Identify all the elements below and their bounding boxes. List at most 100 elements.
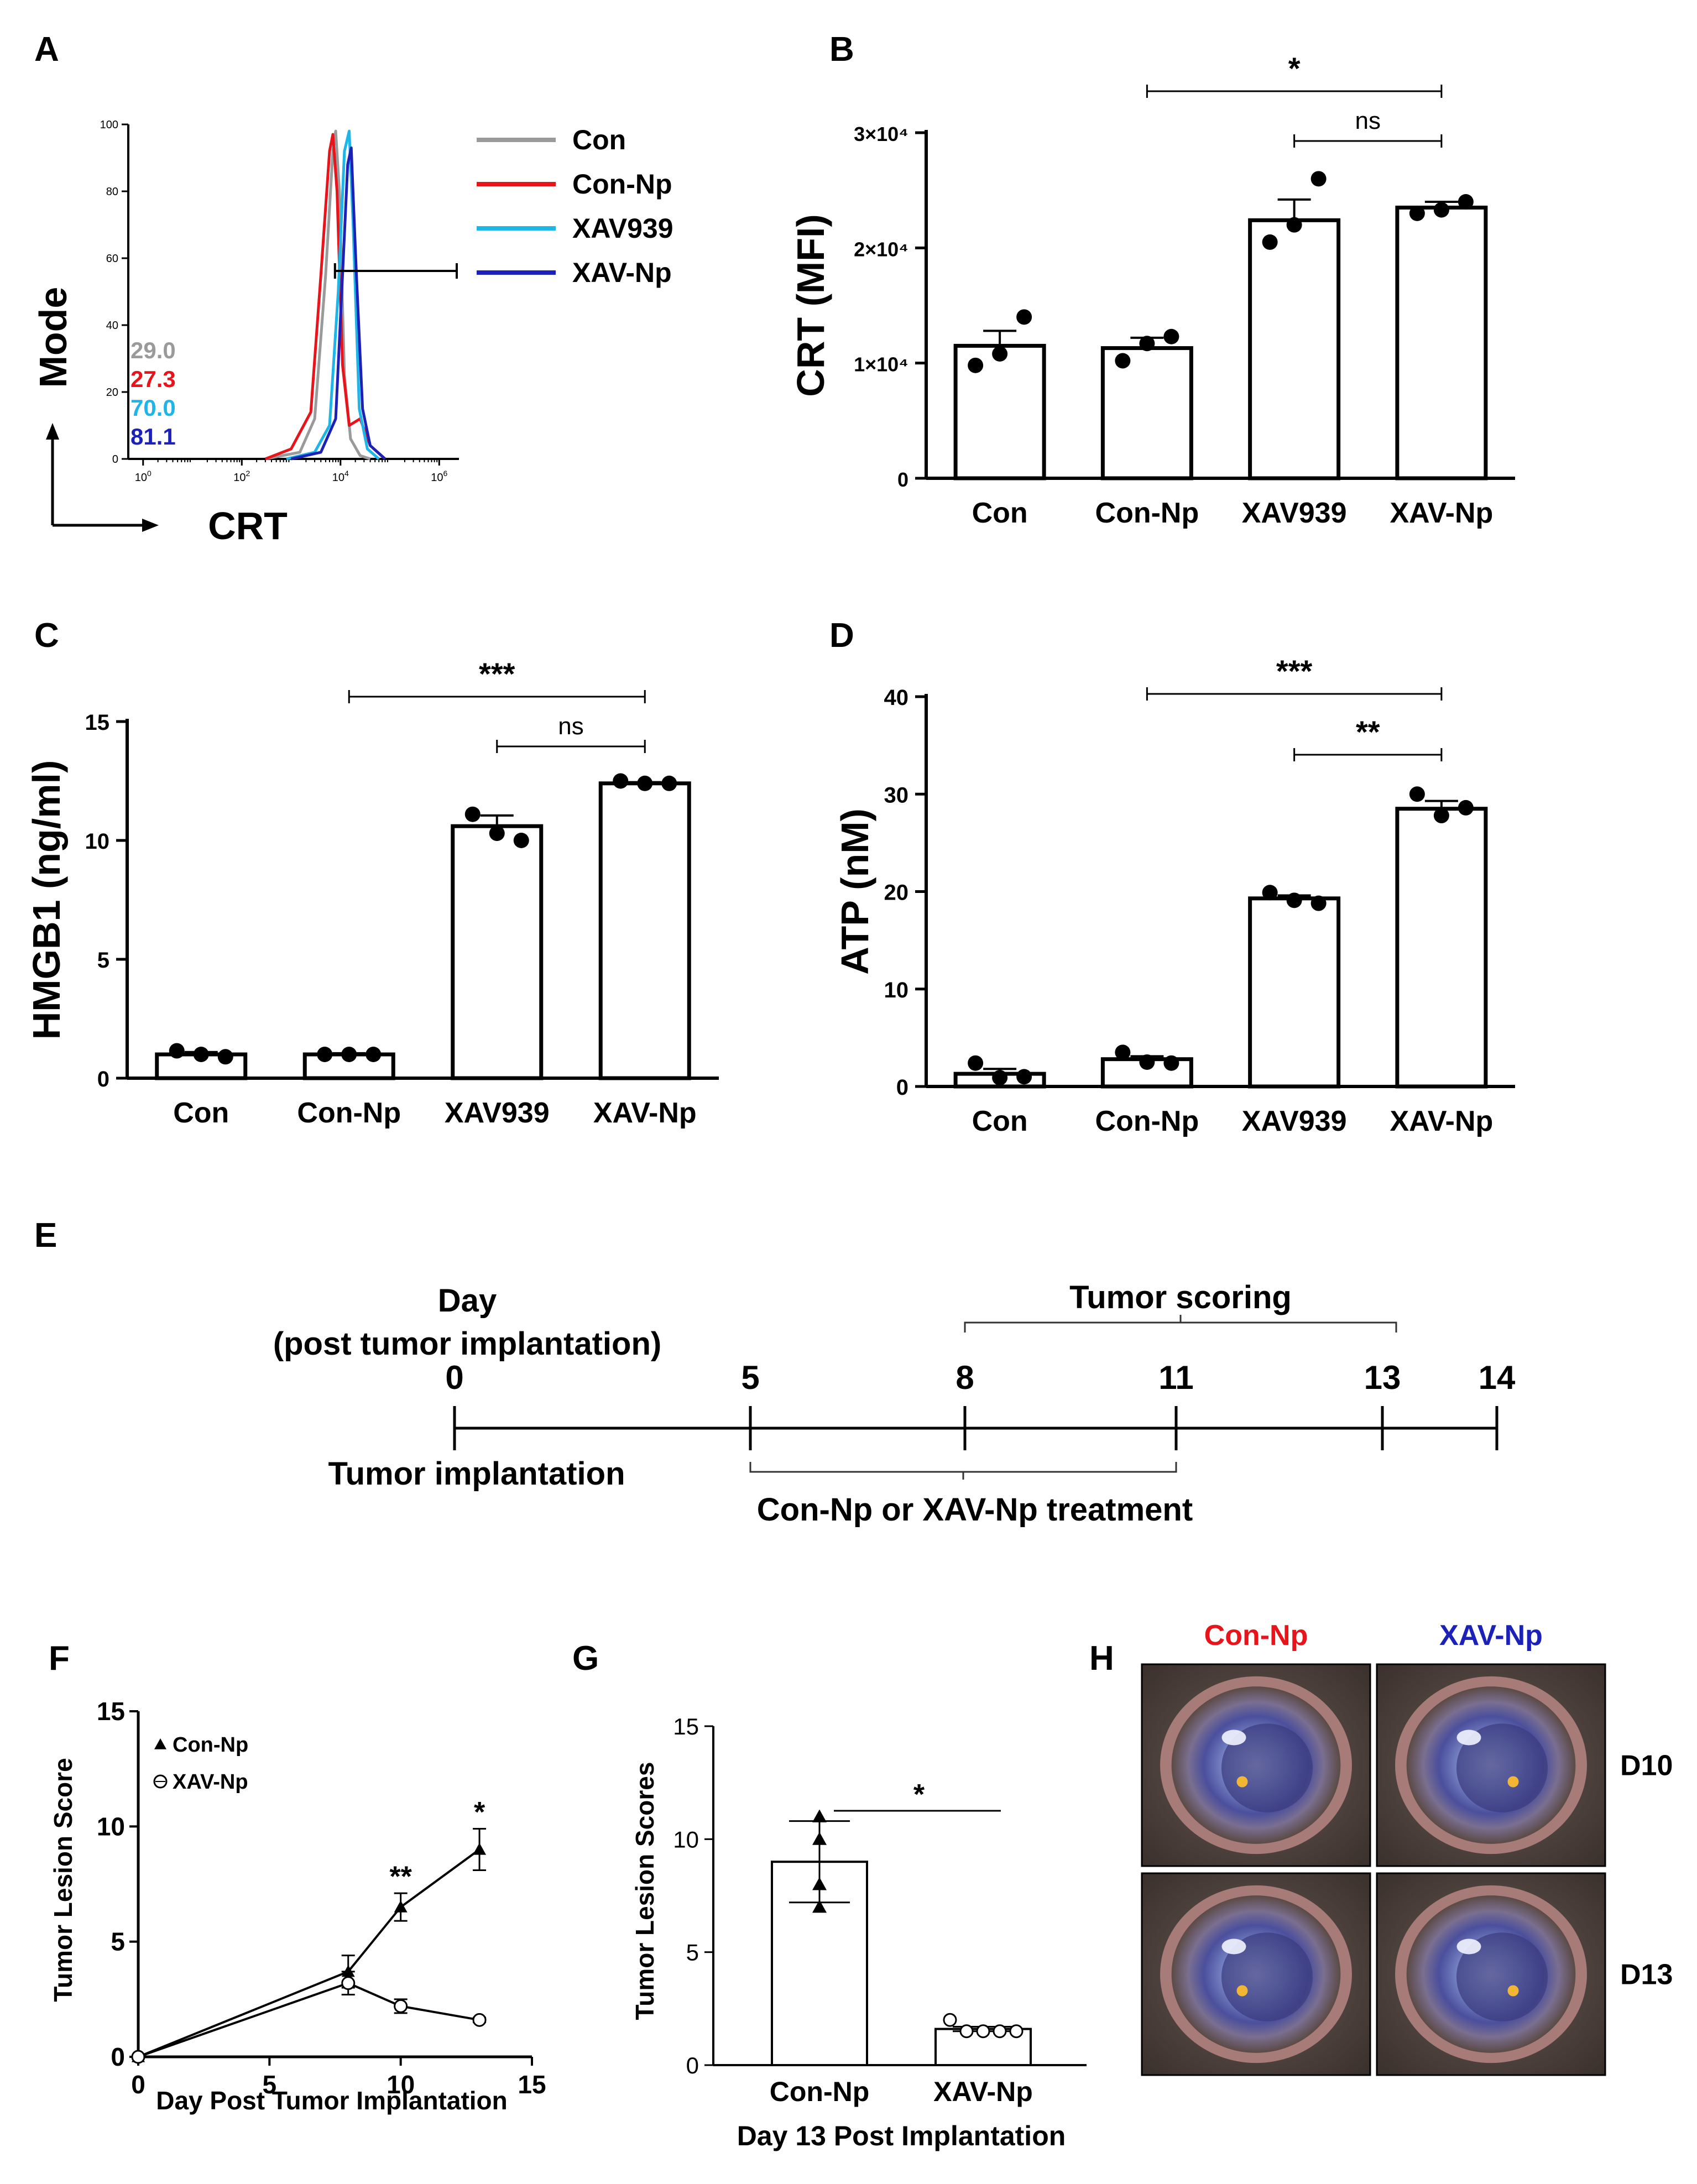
x-axis-label: CRT <box>208 504 288 547</box>
data-point <box>489 825 505 842</box>
histogram-curve-xav-np <box>290 146 387 461</box>
data-point-circle <box>959 2024 974 2039</box>
photo-column-label: Con-Np <box>1204 1619 1308 1652</box>
data-point <box>1458 194 1474 210</box>
data-point <box>365 1047 382 1062</box>
data-point <box>513 833 529 848</box>
data-point <box>1139 1054 1155 1070</box>
y-tick-label: 0 <box>897 468 908 491</box>
significance-label: ns <box>558 713 583 740</box>
y-axis-label: Mode <box>32 287 75 388</box>
y-axis-label: Tumor Lesion Score <box>49 1758 77 2002</box>
y-tick-label: 10 <box>97 1812 125 1841</box>
timeline-day-label: 11 <box>1158 1359 1193 1396</box>
x-tick-label: Con <box>173 1097 229 1129</box>
y-tick-label: 40 <box>106 320 118 332</box>
data-point-circle <box>993 2024 1007 2039</box>
photo-row-label: D13 <box>1620 1959 1673 1991</box>
data-point-triangle <box>812 1832 827 1845</box>
y-tick-label: 1×10⁴ <box>854 353 908 376</box>
x-tick-label: Con-Np <box>1095 497 1199 529</box>
timeline-day-label: 5 <box>741 1359 759 1396</box>
data-point <box>1286 892 1302 908</box>
data-point <box>464 806 481 822</box>
data-point <box>217 1049 233 1065</box>
data-point-circle <box>976 2024 990 2039</box>
y-tick-label: 15 <box>85 710 110 735</box>
data-point-circle <box>131 2050 145 2064</box>
legend-label: Con-Np <box>173 1733 248 1757</box>
x-tick-label: XAV939 <box>1242 1105 1347 1137</box>
data-point <box>1262 234 1278 250</box>
data-point-circle <box>472 2013 487 2027</box>
y-tick-label: 80 <box>106 186 118 198</box>
tumor-spot <box>1236 1776 1248 1788</box>
data-point-triangle <box>812 1899 827 1913</box>
y-tick-label: 0 <box>112 453 118 466</box>
y-tick-label: 0 <box>896 1075 908 1100</box>
implant-label: Tumor implantation <box>328 1456 625 1492</box>
histogram-curve-con <box>265 129 371 461</box>
bar-xav939 <box>451 824 544 1080</box>
photo-row-label: D10 <box>1620 1750 1673 1782</box>
y-tick-label: 30 <box>884 783 909 807</box>
legend-label: XAV939 <box>572 213 673 244</box>
x-tick-label: XAV-Np <box>593 1097 697 1129</box>
data-point <box>1409 786 1425 802</box>
x-tick-label: Con <box>972 497 1028 529</box>
panel-label-d: D <box>829 616 854 655</box>
eye-pupil <box>1221 1723 1313 1812</box>
gate-percent: 81.1 <box>130 424 176 450</box>
data-point <box>968 1055 984 1071</box>
data-point <box>1016 309 1032 325</box>
eye-highlight <box>1456 1730 1481 1746</box>
y-tick-label: 5 <box>111 1927 125 1956</box>
data-point <box>193 1047 209 1062</box>
gate-percent: 29.0 <box>130 337 176 363</box>
legend-label: XAV-Np <box>173 1770 248 1794</box>
y-tick-label: 60 <box>106 253 118 265</box>
data-point <box>1163 328 1179 344</box>
panel-label-c: C <box>34 616 59 655</box>
y-tick-label: 3×10⁴ <box>854 123 908 145</box>
legend-label: Con <box>572 124 626 155</box>
x-tick-label: XAV-Np <box>1390 1105 1493 1137</box>
data-point-circle <box>394 1999 408 2013</box>
y-axis-label: ATP (nM) <box>833 808 876 975</box>
data-point <box>968 357 984 373</box>
timeline-day-label: 13 <box>1364 1359 1401 1396</box>
scoring-bracket <box>964 1315 1397 1333</box>
tumor-spot <box>1507 1985 1519 1997</box>
significance-label: * <box>913 1779 925 1811</box>
y-tick-label: 100 <box>100 119 118 131</box>
timeline-heading: (post tumor implantation) <box>273 1326 661 1362</box>
data-point <box>317 1047 333 1062</box>
data-point <box>661 775 677 791</box>
treatment-label: Con-Np or XAV-Np treatment <box>757 1492 1193 1528</box>
y-tick-label: 15 <box>97 1697 125 1726</box>
data-point <box>1286 217 1302 233</box>
data-point-triangle <box>812 1809 827 1822</box>
treatment-bracket <box>749 1462 1177 1480</box>
significance-label: * <box>1288 51 1301 86</box>
tumor-spot <box>1236 1985 1248 1997</box>
scoring-label: Tumor scoring <box>1069 1279 1292 1315</box>
eye-pupil <box>1221 1932 1313 2021</box>
y-tick-label: 10 <box>85 829 110 854</box>
data-point-triangle <box>394 1900 408 1913</box>
significance-label: ns <box>1355 107 1381 134</box>
data-point <box>1458 800 1474 816</box>
series-line-xav-np <box>138 1982 480 2058</box>
panel-c-bar-chart: 0 5 10 15 Con Con-Np XAV939 XAV-Np *** ns HMGB1 (n… <box>25 656 719 1129</box>
data-point <box>613 773 629 789</box>
panel-label-a: A <box>34 30 59 69</box>
x-tick-label: XAV-Np <box>1390 497 1493 529</box>
significance-label: * <box>474 1796 485 1828</box>
bar-xav-np <box>1395 807 1488 1089</box>
timeline-day-label: 0 <box>445 1359 463 1396</box>
gate-percent: 27.3 <box>130 366 176 392</box>
data-point-circle <box>341 1976 356 1990</box>
